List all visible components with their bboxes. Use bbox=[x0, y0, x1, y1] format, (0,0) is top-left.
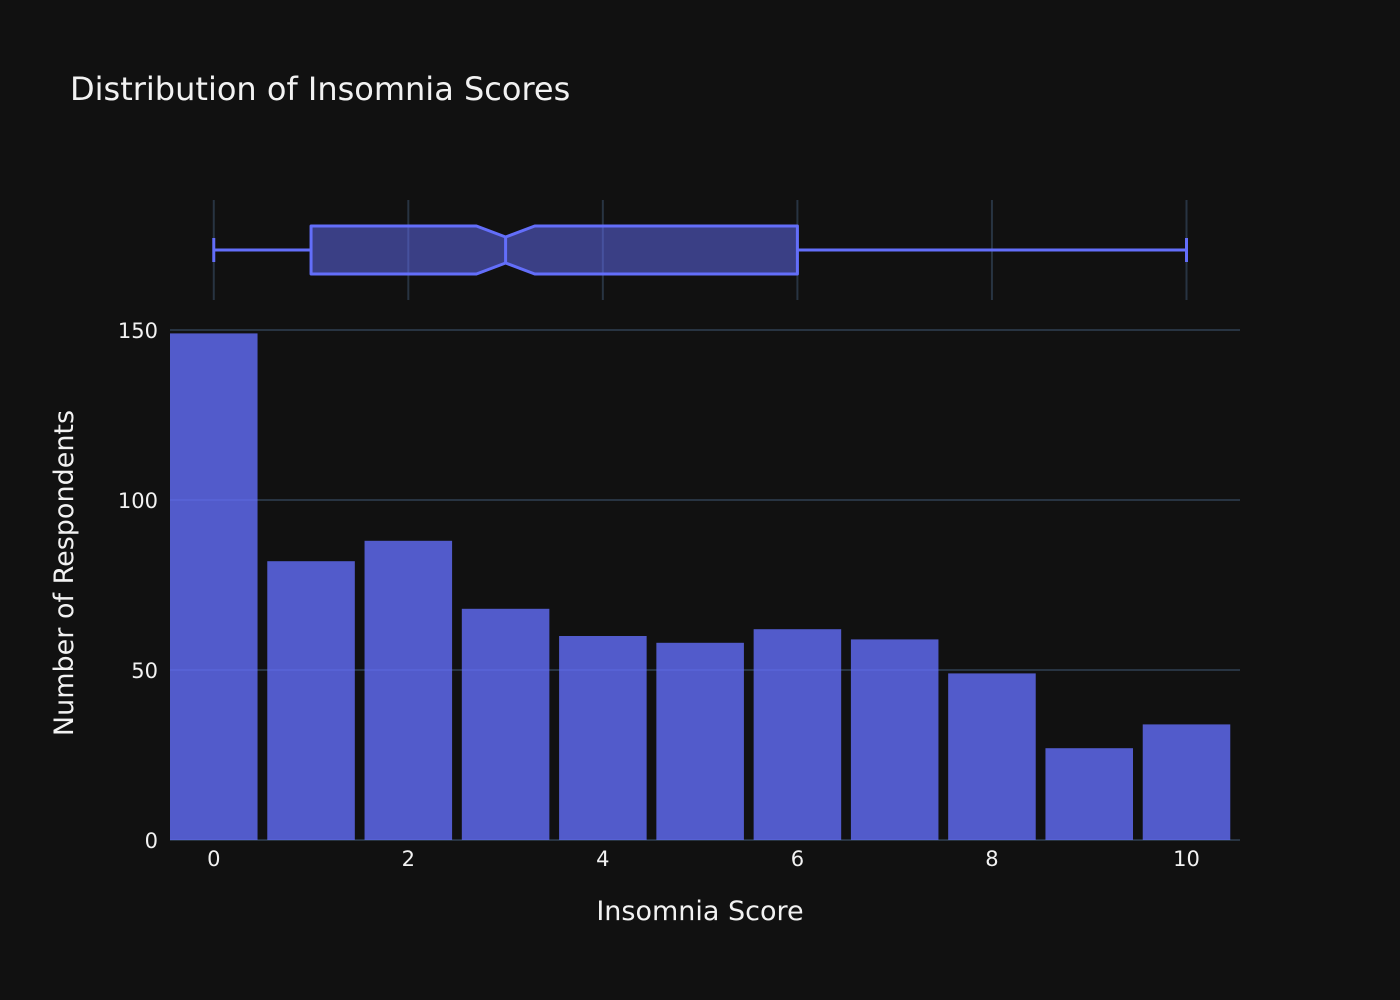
histogram-bar bbox=[461, 608, 550, 840]
histogram-bar bbox=[267, 561, 355, 840]
x-tick-label: 8 bbox=[985, 847, 998, 871]
y-tick-label: 0 bbox=[145, 829, 158, 853]
histogram-bar bbox=[656, 642, 744, 840]
x-axis-ticks: 0 2 4 6 8 10 bbox=[207, 847, 1200, 871]
y-axis-ticks: 0 50 100 150 bbox=[118, 319, 158, 853]
histogram-bar bbox=[850, 639, 939, 840]
histogram-bar bbox=[948, 673, 1036, 840]
histogram-bar bbox=[559, 636, 647, 840]
x-tick-label: 2 bbox=[402, 847, 415, 871]
histogram-bars bbox=[170, 333, 1231, 840]
box-plot-panel bbox=[212, 200, 1188, 300]
histogram-bar bbox=[364, 540, 453, 840]
histogram-bar bbox=[1045, 748, 1133, 840]
y-tick-label: 100 bbox=[118, 489, 158, 513]
x-tick-label: 6 bbox=[791, 847, 804, 871]
histogram-bar bbox=[1142, 724, 1231, 840]
x-tick-label: 10 bbox=[1173, 847, 1200, 871]
histogram-bar bbox=[753, 629, 842, 840]
x-tick-label: 4 bbox=[596, 847, 609, 871]
x-tick-label: 0 bbox=[207, 847, 220, 871]
histogram-bar bbox=[170, 333, 258, 840]
y-tick-label: 50 bbox=[131, 659, 158, 683]
x-axis-title: Insomnia Score bbox=[596, 896, 803, 927]
chart-title: Distribution of Insomnia Scores bbox=[70, 70, 570, 108]
y-tick-label: 150 bbox=[118, 319, 158, 343]
interquartile-box bbox=[309, 224, 799, 276]
y-axis-title: Number of Respondents bbox=[49, 410, 80, 736]
